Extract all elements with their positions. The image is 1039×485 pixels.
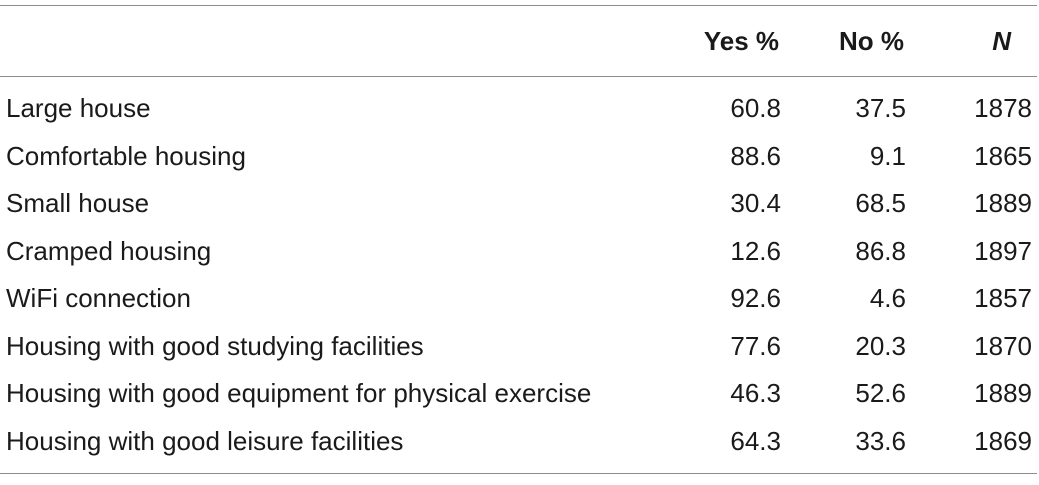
row-yes-value: 60.8	[730, 93, 781, 124]
row-n-value: 1878	[974, 93, 1032, 124]
table-row: Housing with good equipment for physical…	[0, 370, 1037, 418]
row-n-value: 1857	[974, 283, 1032, 314]
table-row: Comfortable housing 88.6 9.1 1865	[0, 133, 1037, 181]
row-no-value: 37.5	[855, 93, 906, 124]
table-row: Small house 30.4 68.5 1889	[0, 180, 1037, 228]
table-spacer	[0, 465, 1037, 474]
row-label: Housing with good studying facilities	[6, 330, 424, 361]
row-label: WiFi connection	[6, 283, 191, 314]
header-yes-percent: Yes %	[703, 25, 779, 56]
row-no-value: 9.1	[869, 140, 906, 171]
table-row: Housing with good leisure facilities 64.…	[0, 418, 1037, 466]
table-header: Yes % No % N	[0, 5, 1037, 77]
housing-conditions-table: Yes % No % N Large house 60.8 37.5 1878 …	[0, 5, 1037, 474]
header-n: N	[992, 25, 1011, 56]
row-yes-value: 12.6	[730, 235, 781, 266]
table-body: Large house 60.8 37.5 1878 Comfortable h…	[0, 77, 1037, 474]
row-n-value: 1870	[974, 330, 1032, 361]
row-yes-value: 64.3	[730, 425, 781, 456]
row-yes-value: 88.6	[730, 140, 781, 171]
bottom-rule-cell	[0, 474, 1037, 475]
row-n-value: 1889	[974, 188, 1032, 219]
row-label: Cramped housing	[6, 235, 212, 266]
row-label: Small house	[6, 188, 150, 219]
row-n-value: 1889	[974, 378, 1032, 409]
table-row: Cramped housing 12.6 86.8 1897	[0, 228, 1037, 276]
header-label	[0, 6, 660, 77]
row-no-value: 68.5	[855, 188, 906, 219]
spacer-cell	[0, 77, 1037, 86]
row-label: Comfortable housing	[6, 140, 246, 171]
table-row: Large house 60.8 37.5 1878	[0, 85, 1037, 133]
header-row: Yes % No % N	[0, 5, 1037, 77]
row-label: Housing with good leisure facilities	[6, 425, 404, 456]
row-label: Large house	[6, 93, 151, 124]
table-footer-rule	[0, 473, 1037, 475]
table-spacer	[0, 77, 1037, 86]
table-row: WiFi connection 92.6 4.6 1857	[0, 275, 1037, 323]
row-yes-value: 30.4	[730, 188, 781, 219]
row-no-value: 20.3	[855, 330, 906, 361]
row-n-value: 1865	[974, 140, 1032, 171]
row-no-value: 33.6	[855, 425, 906, 456]
table-row: Housing with good studying facilities 77…	[0, 323, 1037, 371]
row-yes-value: 46.3	[730, 378, 781, 409]
row-n-value: 1897	[974, 235, 1032, 266]
row-yes-value: 92.6	[730, 283, 781, 314]
row-no-value: 4.6	[869, 283, 906, 314]
header-no-percent: No %	[839, 25, 904, 56]
bottom-rule-row	[0, 473, 1037, 475]
row-no-value: 86.8	[855, 235, 906, 266]
row-label: Housing with good equipment for physical…	[6, 378, 592, 409]
row-n-value: 1869	[974, 425, 1032, 456]
row-no-value: 52.6	[855, 378, 906, 409]
row-yes-value: 77.6	[730, 330, 781, 361]
spacer-cell	[0, 465, 1037, 474]
